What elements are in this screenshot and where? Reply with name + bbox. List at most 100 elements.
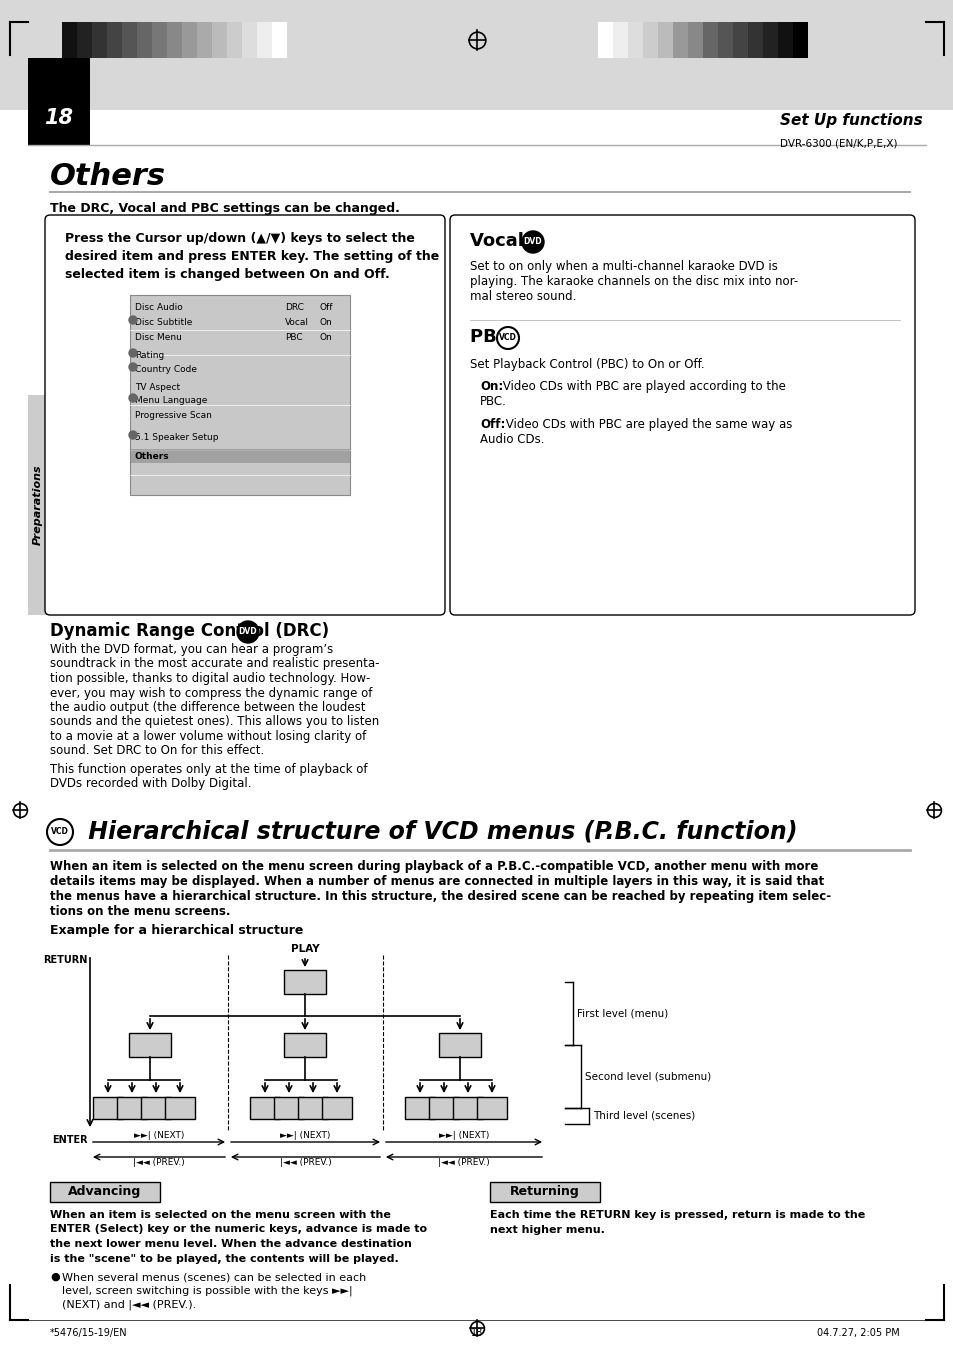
Text: the next lower menu level. When the advance destination: the next lower menu level. When the adva… bbox=[50, 1239, 412, 1250]
Text: With the DVD format, you can hear a program’s: With the DVD format, you can hear a prog… bbox=[50, 643, 333, 657]
Text: desired item and press ENTER key. The setting of the: desired item and press ENTER key. The se… bbox=[65, 250, 438, 263]
Text: sounds and the quietest ones). This allows you to listen: sounds and the quietest ones). This allo… bbox=[50, 716, 379, 728]
Text: (NEXT) and |◄◄ (PREV.).: (NEXT) and |◄◄ (PREV.). bbox=[62, 1300, 196, 1310]
Text: ►►| (NEXT): ►►| (NEXT) bbox=[280, 1131, 331, 1140]
Bar bbox=[687, 22, 702, 58]
Text: tion possible, thanks to digital audio technology. How-: tion possible, thanks to digital audio t… bbox=[50, 671, 370, 685]
Circle shape bbox=[129, 349, 137, 357]
Text: TV Aspect: TV Aspect bbox=[135, 382, 180, 392]
Bar bbox=[405, 1097, 435, 1119]
Text: |◄◄ (PREV.): |◄◄ (PREV.) bbox=[279, 1158, 331, 1167]
Text: On:: On: bbox=[479, 380, 503, 393]
Text: DVDs recorded with Dolby Digital.: DVDs recorded with Dolby Digital. bbox=[50, 777, 252, 790]
Text: The DRC, Vocal and PBC settings can be changed.: The DRC, Vocal and PBC settings can be c… bbox=[50, 203, 399, 215]
Bar bbox=[718, 22, 732, 58]
Bar bbox=[429, 1097, 458, 1119]
Bar bbox=[130, 449, 350, 463]
Bar bbox=[130, 295, 350, 494]
Bar bbox=[250, 1097, 280, 1119]
Text: Each time the RETURN key is pressed, return is made to the: Each time the RETURN key is pressed, ret… bbox=[490, 1210, 864, 1220]
FancyBboxPatch shape bbox=[450, 215, 914, 615]
Text: DVR-6300 (EN/K,P,E,X): DVR-6300 (EN/K,P,E,X) bbox=[780, 138, 897, 149]
Bar bbox=[242, 22, 256, 58]
Bar bbox=[490, 1182, 599, 1202]
Circle shape bbox=[129, 394, 137, 403]
Text: Example for a hierarchical structure: Example for a hierarchical structure bbox=[50, 924, 303, 938]
Bar bbox=[297, 1097, 328, 1119]
Text: details items may be displayed. When a number of menus are connected in multiple: details items may be displayed. When a n… bbox=[50, 875, 823, 888]
Bar bbox=[212, 22, 227, 58]
Text: Advancing: Advancing bbox=[69, 1185, 141, 1198]
Text: 18: 18 bbox=[45, 108, 73, 128]
Text: Set Up functions: Set Up functions bbox=[780, 112, 922, 127]
Bar bbox=[165, 1097, 194, 1119]
Bar bbox=[227, 22, 242, 58]
Bar bbox=[0, 0, 953, 109]
Text: next higher menu.: next higher menu. bbox=[490, 1225, 604, 1235]
Bar bbox=[28, 58, 90, 91]
Text: Off: Off bbox=[319, 303, 334, 312]
Circle shape bbox=[236, 621, 258, 643]
FancyBboxPatch shape bbox=[45, 215, 444, 615]
Text: This function operates only at the time of playback of: This function operates only at the time … bbox=[50, 763, 367, 775]
Text: to a movie at a lower volume without losing clarity of: to a movie at a lower volume without los… bbox=[50, 730, 366, 743]
Text: level, screen switching is possible with the keys ►►|: level, screen switching is possible with… bbox=[62, 1286, 353, 1297]
Bar bbox=[453, 1097, 482, 1119]
Text: VCD: VCD bbox=[51, 828, 69, 836]
Circle shape bbox=[129, 431, 137, 439]
Bar bbox=[62, 22, 77, 58]
Text: sound. Set DRC to On for this effect.: sound. Set DRC to On for this effect. bbox=[50, 744, 264, 758]
Circle shape bbox=[521, 231, 543, 253]
Text: ►►| (NEXT): ►►| (NEXT) bbox=[438, 1131, 489, 1140]
Circle shape bbox=[129, 316, 137, 324]
Text: Country Code: Country Code bbox=[135, 365, 196, 374]
Text: mal stereo sound.: mal stereo sound. bbox=[470, 290, 576, 303]
Text: ►►| (NEXT): ►►| (NEXT) bbox=[133, 1131, 184, 1140]
Bar bbox=[322, 1097, 352, 1119]
Text: PBC: PBC bbox=[285, 332, 302, 342]
Text: RETURN: RETURN bbox=[44, 955, 88, 965]
Text: 04.7.27, 2:05 PM: 04.7.27, 2:05 PM bbox=[817, 1328, 899, 1337]
Bar bbox=[747, 22, 762, 58]
Bar bbox=[92, 1097, 123, 1119]
Bar bbox=[141, 1097, 171, 1119]
Text: First level (menu): First level (menu) bbox=[577, 1008, 667, 1019]
Text: When several menus (scenes) can be selected in each: When several menus (scenes) can be selec… bbox=[62, 1273, 366, 1282]
Text: When an item is selected on the menu screen during playback of a P.B.C.-compatib: When an item is selected on the menu scr… bbox=[50, 861, 818, 873]
Text: soundtrack in the most accurate and realistic presenta-: soundtrack in the most accurate and real… bbox=[50, 658, 379, 670]
Text: VCD: VCD bbox=[498, 334, 517, 343]
Text: Dynamic Range Control (DRC): Dynamic Range Control (DRC) bbox=[50, 621, 335, 640]
Bar bbox=[77, 22, 91, 58]
Text: DVD: DVD bbox=[238, 627, 257, 636]
Bar bbox=[196, 22, 212, 58]
Bar bbox=[642, 22, 658, 58]
Text: Returning: Returning bbox=[510, 1185, 579, 1198]
Bar bbox=[613, 22, 627, 58]
Bar bbox=[476, 1097, 506, 1119]
Bar bbox=[129, 1034, 171, 1056]
Bar bbox=[778, 22, 792, 58]
Text: Off:: Off: bbox=[479, 417, 505, 431]
Text: 18: 18 bbox=[471, 1328, 482, 1337]
Bar bbox=[284, 970, 326, 994]
Text: Set Playback Control (PBC) to On or Off.: Set Playback Control (PBC) to On or Off. bbox=[470, 358, 704, 372]
Text: the audio output (the difference between the loudest: the audio output (the difference between… bbox=[50, 701, 365, 713]
Bar bbox=[272, 22, 287, 58]
Text: Menu Language: Menu Language bbox=[135, 396, 207, 405]
Text: When an item is selected on the menu screen with the: When an item is selected on the menu scr… bbox=[50, 1210, 391, 1220]
Bar bbox=[28, 394, 48, 615]
Text: Video CDs with PBC are played according to the: Video CDs with PBC are played according … bbox=[498, 380, 785, 393]
Text: Disc Subtitle: Disc Subtitle bbox=[135, 317, 193, 327]
Bar bbox=[702, 22, 718, 58]
Text: Third level (scenes): Third level (scenes) bbox=[593, 1111, 695, 1121]
Text: ●: ● bbox=[50, 1273, 60, 1282]
Text: DVD: DVD bbox=[523, 238, 541, 246]
Bar bbox=[762, 22, 778, 58]
Circle shape bbox=[47, 819, 73, 844]
Bar bbox=[182, 22, 196, 58]
Text: Hierarchical structure of VCD menus (P.B.C. function): Hierarchical structure of VCD menus (P.B… bbox=[80, 820, 797, 844]
Bar bbox=[167, 22, 182, 58]
Circle shape bbox=[497, 327, 518, 349]
Text: Set to on only when a multi-channel karaoke DVD is: Set to on only when a multi-channel kara… bbox=[470, 259, 777, 273]
Text: DRC: DRC bbox=[285, 303, 304, 312]
